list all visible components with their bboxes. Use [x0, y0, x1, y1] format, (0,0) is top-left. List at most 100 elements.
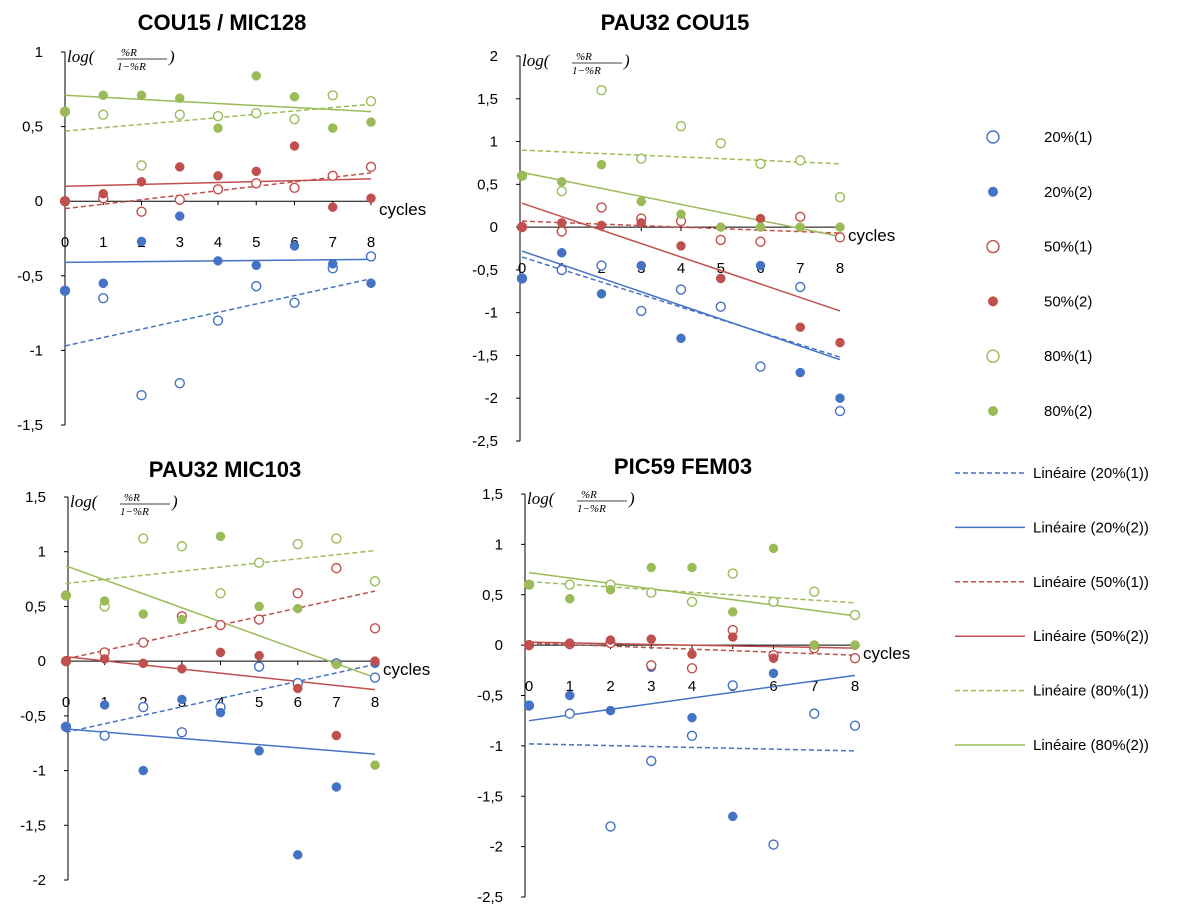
data-point-80_1: [253, 557, 265, 568]
data-point-50_2: [835, 337, 845, 348]
data-point-80_1: [212, 110, 224, 122]
data-point-20_2: [768, 668, 779, 679]
data-point-80_1: [715, 138, 726, 149]
x-tick-label: 8: [836, 260, 844, 277]
data-point-80_2: [366, 117, 376, 127]
data-point-80_1: [98, 109, 109, 120]
data-point-20_1: [795, 281, 806, 293]
x-axis-label: cycles: [379, 200, 426, 219]
data-point-80_1: [331, 533, 342, 544]
trend-line-20_2: [521, 250, 841, 361]
data-point-50_2: [605, 635, 616, 645]
y-tick-label: 0: [490, 219, 498, 236]
legend-marker-50_2: [988, 296, 998, 307]
data-point-20_1: [636, 305, 647, 317]
trend-line-80_1: [65, 549, 376, 585]
x-tick-label: 8: [367, 234, 375, 251]
legend-marker-20_1: [986, 130, 1000, 144]
y-tick-label: 0,5: [482, 587, 503, 604]
data-point-80_2: [809, 640, 819, 650]
data-point-80_2: [136, 90, 147, 101]
trend-line-20_2: [65, 728, 376, 755]
data-point-20_1: [715, 301, 726, 312]
y-axis-label-denominator: 1−%R: [120, 506, 149, 518]
y-axis-label: log(%R 1−%R): [522, 51, 630, 77]
y-axis-label-log: log(: [70, 492, 99, 511]
data-point-80_1: [176, 541, 188, 552]
data-point-20_2: [565, 690, 575, 701]
y-tick-label: -1,5: [17, 417, 43, 434]
y-axis-label-log: log(: [527, 489, 556, 508]
y-tick-label: -2: [490, 839, 503, 856]
data-point-80_1: [556, 185, 567, 197]
data-point-20_1: [675, 284, 687, 295]
data-point-20_1: [834, 405, 846, 417]
data-point-80_2: [215, 531, 226, 542]
data-point-50_2: [636, 218, 646, 228]
data-point-20_1: [174, 378, 185, 389]
y-tick-label: 0,5: [477, 176, 498, 193]
y-tick-label: -0,5: [477, 688, 503, 705]
legend-label-20_2: 20%(2): [1044, 184, 1092, 201]
trend-line-20_1: [528, 743, 856, 752]
data-point-50_2: [175, 162, 185, 172]
y-tick-label: 1: [490, 134, 498, 151]
data-point-80_2: [728, 607, 738, 617]
data-point-80_2: [565, 594, 575, 604]
y-axis-label: log(%R 1−%R): [67, 47, 175, 73]
data-point-50_1: [327, 170, 338, 182]
data-point-50_1: [138, 637, 149, 648]
data-point-50_2: [289, 141, 300, 151]
trend-line-50_1: [65, 590, 376, 660]
data-point-50_2: [60, 196, 70, 206]
data-point-50_2: [557, 218, 567, 228]
x-tick-label: 7: [810, 678, 818, 695]
data-point-80_1: [686, 596, 698, 608]
y-tick-label: -0,5: [472, 262, 498, 279]
y-axis-label-log: log(: [522, 51, 551, 70]
data-point-80_2: [331, 659, 342, 670]
data-point-50_1: [369, 623, 381, 634]
data-point-80_1: [675, 120, 687, 132]
legend-trend-label-20_2: Linéaire (20%(2)): [1033, 519, 1149, 536]
x-tick-label: 1: [566, 678, 574, 695]
data-point-50_1: [834, 232, 846, 243]
data-point-50_2: [213, 171, 223, 181]
data-point-20_1: [251, 281, 262, 292]
data-point-80_2: [676, 209, 686, 220]
y-tick-label: 0,5: [25, 598, 46, 615]
x-tick-label: 5: [252, 234, 260, 251]
data-point-80_2: [251, 71, 261, 81]
y-tick-label: -1: [490, 738, 503, 755]
y-tick-label: 1,5: [25, 489, 46, 506]
data-point-50_2: [136, 177, 147, 187]
data-point-80_1: [755, 158, 766, 170]
data-point-20_2: [60, 285, 70, 296]
y-axis-label-log: log(: [67, 47, 96, 66]
data-point-20_1: [99, 730, 110, 741]
data-point-80_2: [646, 562, 656, 573]
data-point-20_2: [328, 259, 338, 269]
data-point-50_2: [251, 166, 261, 177]
data-point-80_2: [177, 614, 187, 625]
data-point-80_2: [99, 596, 110, 606]
data-point-80_1: [365, 96, 377, 107]
data-point-50_1: [849, 653, 861, 664]
data-point-50_1: [174, 194, 185, 205]
legend-marker-80_1: [986, 349, 1000, 363]
data-point-20_2: [605, 705, 616, 716]
data-point-50_2: [328, 202, 338, 212]
data-point-50_1: [253, 614, 265, 625]
data-point-80_2: [835, 222, 845, 232]
y-tick-label: 1,5: [477, 91, 498, 108]
data-point-20_1: [136, 389, 147, 401]
data-point-20_1: [809, 708, 820, 719]
y-axis-label-close: ): [171, 492, 178, 511]
legend-trend-label-80_1: Linéaire (80%(1)): [1033, 683, 1149, 700]
data-point-80_2: [850, 640, 860, 650]
data-point-50_2: [596, 220, 607, 231]
data-point-50_2: [768, 653, 779, 663]
chart-panel: PIC59 FEM03 -2,5 -2 -1,5 -1 -0,5 0 0,5 1 1,5 0 1 2 3 4…: [477, 454, 910, 906]
data-point-20_1: [564, 708, 575, 719]
